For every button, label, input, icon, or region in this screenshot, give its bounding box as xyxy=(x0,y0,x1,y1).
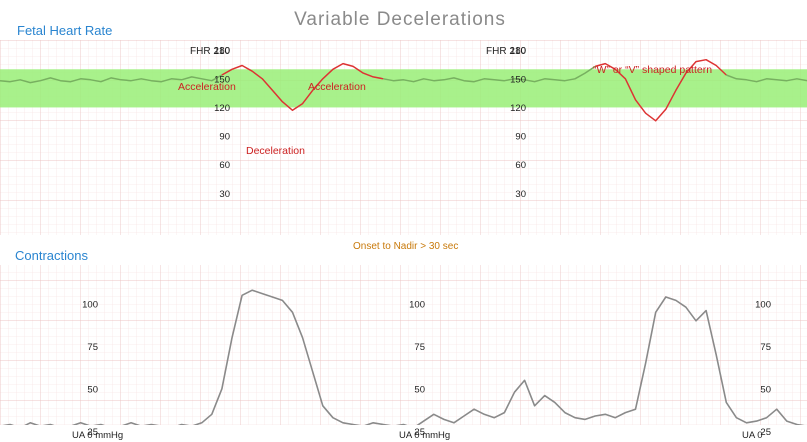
uc-tick-label: 25 xyxy=(760,427,771,438)
annotation-acceleration-left: Acceleration xyxy=(178,81,236,93)
fhr-top-label: FHR 210 xyxy=(486,46,526,57)
fhr-top-label: FHR 210 xyxy=(190,46,230,57)
uc-tick-label: 25 xyxy=(414,427,425,438)
fhr-tick-label: 150 xyxy=(214,74,230,85)
fhr-tick-label: 30 xyxy=(219,189,230,200)
fhr-trace-baseline-4 xyxy=(726,74,807,83)
annotation-deceleration: Deceleration xyxy=(246,145,305,157)
uc-section-label: Contractions xyxy=(15,248,88,263)
fhr-tick-label: 120 xyxy=(214,103,230,114)
uc-tick-label: 75 xyxy=(760,342,771,353)
uc-tick-label: 75 xyxy=(87,342,98,353)
uc-bottom-label: UA 0 xyxy=(742,430,763,441)
uc-tick-label: 25 xyxy=(87,427,98,438)
fhr-trace-baseline-0 xyxy=(0,74,223,84)
fhr-tick-label: 60 xyxy=(515,160,526,171)
fhr-section-label: Fetal Heart Rate xyxy=(17,23,112,38)
uc-bottom-label: UA 0 mmHg xyxy=(399,430,450,441)
fhr-trace-baseline-2 xyxy=(383,65,596,83)
annotation-w-v-pattern: “W” or “V” shaped pattern xyxy=(593,64,712,76)
fhr-tick-label: 90 xyxy=(219,132,230,143)
uc-tick-label: 50 xyxy=(87,384,98,395)
uc-tick-label: 100 xyxy=(755,299,771,310)
uc-tick-label: 100 xyxy=(82,299,98,310)
fhr-tick-label: 120 xyxy=(510,103,526,114)
annotation-acceleration-right: Acceleration xyxy=(308,81,366,93)
chart-title: Variable Decelerations xyxy=(294,9,506,30)
fhr-tick-label: 90 xyxy=(515,132,526,143)
fhr-tick-label: 60 xyxy=(219,160,230,171)
annotation-onset-to-nadir: Onset to Nadir > 30 sec xyxy=(353,241,458,252)
fhr-tick-label: 180 xyxy=(214,46,230,57)
uc-grid xyxy=(0,265,807,425)
fhr-tick-label: 180 xyxy=(510,46,526,57)
uc-tick-label: 100 xyxy=(409,299,425,310)
uc-bottom-label: UA 0 mmHg xyxy=(72,430,123,441)
fhr-trace-abnormal-1 xyxy=(221,62,384,112)
uc-trace-uc-0 xyxy=(2,289,805,425)
uc-tick-label: 75 xyxy=(414,342,425,353)
uc-tick-label: 50 xyxy=(414,384,425,395)
fhr-normal-band xyxy=(0,69,807,108)
fhr-tick-label: 150 xyxy=(510,74,526,85)
fhr-trace-abnormal-3 xyxy=(594,58,727,122)
uc-tick-label: 50 xyxy=(760,384,771,395)
fhr-tick-label: 30 xyxy=(515,189,526,200)
